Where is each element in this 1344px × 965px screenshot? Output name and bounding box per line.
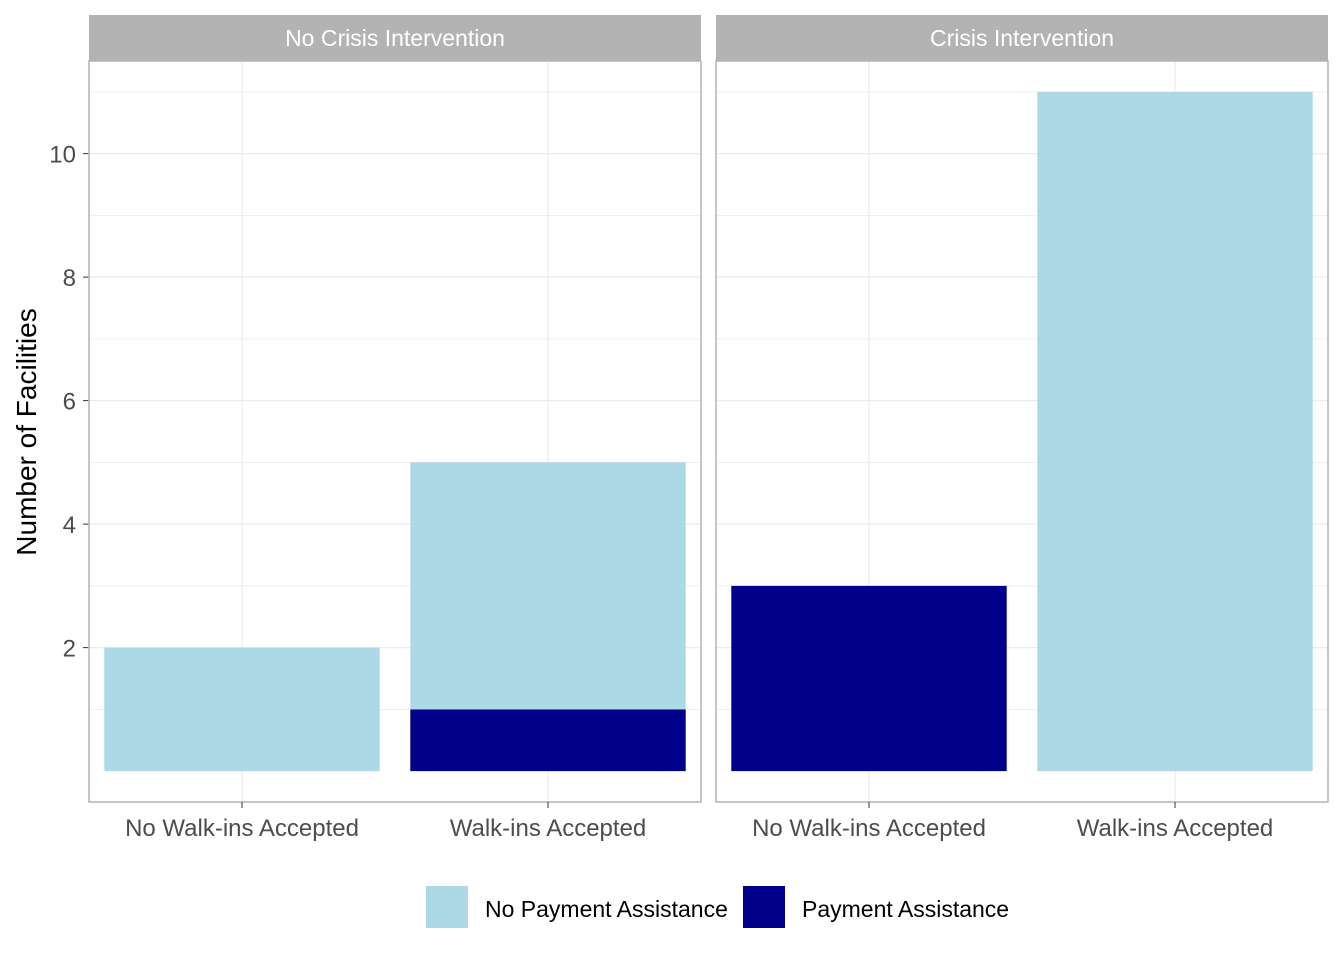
facet-strip-label: No Crisis Intervention [285,25,505,51]
facet-strip-label: Crisis Intervention [930,25,1114,51]
legend: No Payment Assistance Payment Assistance [426,886,1009,928]
facet-strip [89,15,701,61]
bar-no-walk-ins-accepted-no-payment-assistance [104,647,380,772]
y-tick-label: 6 [63,389,76,416]
legend-label: No Payment Assistance [485,896,728,922]
bar-walk-ins-accepted-payment-assistance [410,709,686,772]
legend-key [743,886,785,928]
x-tick-label: Walk-ins Accepted [1077,815,1274,842]
y-tick-label: 4 [63,512,76,539]
bar-no-walk-ins-accepted-payment-assistance [731,585,1007,772]
x-tick-label: Walk-ins Accepted [450,815,647,842]
y-tick-label: 8 [63,265,76,292]
bar-walk-ins-accepted-no-payment-assistance [410,462,686,710]
bars [104,462,686,772]
y-tick-label: 10 [49,142,76,169]
y-axis: 2 4 6 8 10 [49,142,89,663]
facet-strip [716,15,1328,61]
legend-label: Payment Assistance [802,896,1009,922]
legend-item-payment-assistance: Payment Assistance [743,886,1009,928]
facet-panel-no-crisis-intervention: No Crisis Intervention No Walk-ins Accept… [88,15,702,842]
facet-panel-crisis-intervention: Crisis Intervention No Walk-ins Accepted W… [715,15,1329,842]
x-tick-label: No Walk-ins Accepted [752,815,986,842]
y-tick-label: 2 [63,636,76,663]
x-tick-label: No Walk-ins Accepted [125,815,359,842]
bar-walk-ins-accepted-no-payment-assistance [1037,91,1313,772]
legend-key [426,886,468,928]
legend-item-no-payment-assistance: No Payment Assistance [426,886,728,928]
y-axis-title: Number of Facilities [11,308,42,555]
bars [731,91,1313,772]
facet-panels: No Crisis Intervention No Walk-ins Accept… [88,15,1329,842]
gridlines [89,61,701,802]
